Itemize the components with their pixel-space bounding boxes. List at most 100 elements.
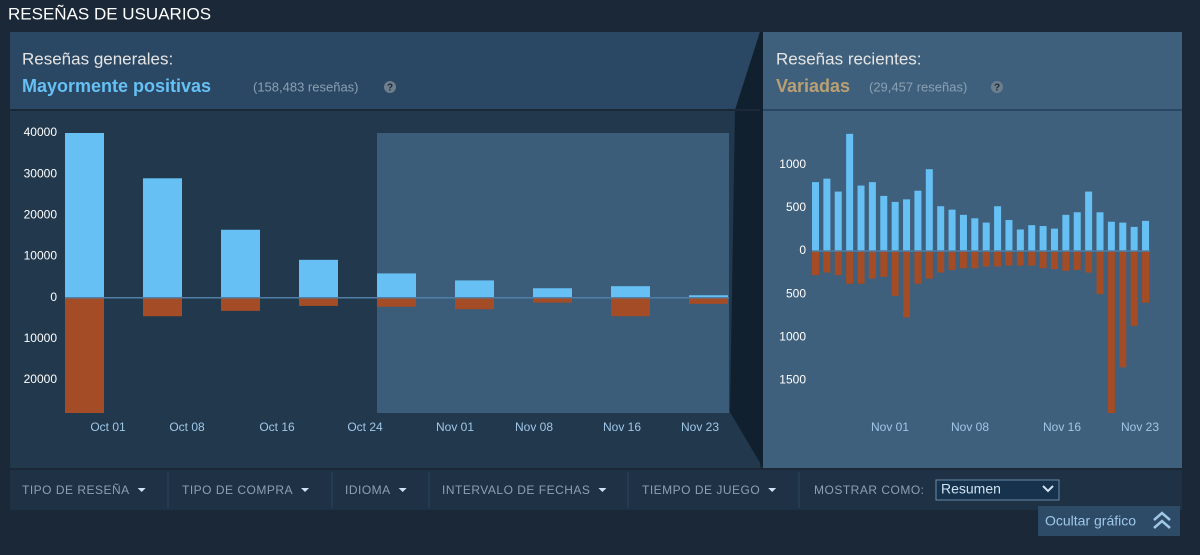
bar	[1130, 251, 1138, 326]
bar	[846, 133, 854, 252]
bar	[221, 297, 260, 311]
section-title: RESEÑAS DE USUARIOS	[8, 4, 211, 23]
bar	[1119, 251, 1127, 368]
hide-button-label: Ocultar gráfico	[1045, 513, 1136, 529]
overall-rating: Mayormente positivas	[22, 76, 211, 96]
bar	[812, 182, 819, 252]
bar	[1107, 221, 1115, 252]
bar	[937, 206, 945, 252]
bar	[868, 182, 876, 252]
x-tick-label: Oct 08	[169, 420, 205, 434]
display-select[interactable]	[935, 479, 1060, 501]
x-tick-label: Oct 01	[90, 420, 126, 434]
bar	[1085, 251, 1093, 273]
bar	[959, 251, 967, 269]
y-tick-label: 1000	[779, 157, 806, 171]
bar	[299, 297, 338, 306]
filter-arrow	[301, 488, 310, 492]
connector	[730, 32, 763, 468]
recent-rating: Variadas	[776, 76, 850, 96]
select-arrow	[1042, 485, 1054, 493]
bar	[143, 297, 182, 317]
help-glyph: ?	[387, 83, 393, 94]
help-glyph: ?	[994, 83, 1000, 94]
bar	[891, 251, 899, 296]
display-selected: Resumen	[941, 481, 1001, 497]
bar	[857, 251, 865, 284]
bar	[1107, 251, 1115, 413]
bar	[834, 251, 842, 276]
y-tick-label: 500	[786, 286, 806, 300]
overall-count: (158,483 reseñas)	[253, 79, 359, 94]
bar	[1096, 212, 1104, 252]
bar	[971, 251, 979, 269]
bar	[834, 191, 842, 252]
y-tick-label: 1500	[779, 372, 806, 386]
x-tick-label: Nov 08	[515, 420, 553, 434]
help-icon[interactable]	[991, 81, 1003, 93]
bar	[812, 251, 819, 276]
bar	[1073, 212, 1081, 252]
bar	[143, 178, 182, 298]
bar	[377, 273, 416, 298]
filter-label[interactable]: TIPO DE COMPRA	[182, 483, 293, 497]
bar	[1005, 220, 1013, 252]
overall-header	[10, 32, 760, 110]
filter-label[interactable]: IDIOMA	[345, 483, 391, 497]
x-tick-label: Nov 01	[871, 420, 909, 434]
bar	[533, 297, 572, 303]
bar	[982, 222, 990, 252]
bar	[959, 214, 967, 252]
y-tick-label: 10000	[24, 331, 58, 345]
bar	[994, 251, 1002, 267]
bar	[1016, 251, 1024, 266]
bar	[455, 280, 494, 298]
bar	[689, 295, 728, 298]
bar	[1028, 225, 1036, 252]
bar	[1028, 251, 1036, 266]
recent-count: (29,457 reseñas)	[869, 79, 967, 94]
x-tick-label: Nov 01	[436, 420, 474, 434]
x-tick-label: Nov 16	[603, 420, 641, 434]
bar	[903, 199, 911, 252]
bar	[971, 218, 979, 252]
bar	[1096, 251, 1104, 295]
bar	[914, 190, 922, 252]
y-tick-label: 30000	[24, 166, 58, 180]
bar	[1005, 251, 1013, 266]
y-tick-label: 0	[50, 290, 57, 304]
hide-button[interactable]	[1038, 506, 1180, 536]
x-tick-label: Nov 16	[1043, 420, 1081, 434]
bar	[857, 185, 865, 252]
bar	[1039, 226, 1047, 252]
bar	[1142, 220, 1150, 252]
filter-arrow	[398, 488, 407, 492]
help-icon[interactable]	[384, 81, 396, 93]
filter-label[interactable]: INTERVALO DE FECHAS	[442, 483, 590, 497]
bar	[880, 195, 888, 252]
display-label: MOSTRAR COMO:	[814, 483, 925, 497]
x-tick-label: Nov 23	[1121, 420, 1159, 434]
bar	[903, 251, 911, 318]
bar	[1016, 229, 1024, 252]
collapse-icon	[1153, 511, 1171, 529]
bar	[891, 201, 899, 252]
bar	[65, 297, 104, 413]
recent-range-highlight	[377, 133, 729, 413]
y-tick-label: 20000	[24, 372, 58, 386]
recent-label: Reseñas recientes:	[776, 49, 922, 68]
y-tick-label: 0	[799, 243, 806, 257]
bar	[689, 297, 728, 304]
y-tick-label: 20000	[24, 208, 58, 222]
filter-arrow	[598, 488, 607, 492]
bar	[982, 251, 990, 267]
x-tick-label: Oct 16	[259, 420, 295, 434]
bar	[948, 209, 956, 252]
bar	[994, 206, 1002, 252]
bar	[880, 251, 888, 277]
filter-label[interactable]: TIEMPO DE JUEGO	[642, 483, 760, 497]
bar	[948, 251, 956, 270]
filter-label[interactable]: TIPO DE RESEÑA	[22, 483, 130, 497]
